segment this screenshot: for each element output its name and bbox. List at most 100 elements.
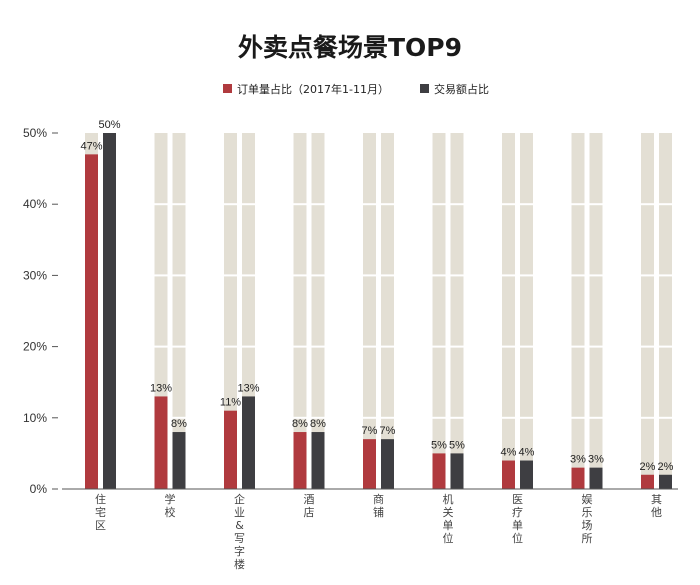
track-gridline: [641, 203, 654, 206]
data-label: 5%: [449, 439, 465, 451]
track-gridline: [363, 345, 376, 348]
data-label: 8%: [310, 418, 326, 430]
track-gridline: [450, 416, 464, 419]
track-gridline: [502, 345, 515, 348]
track-gridline: [659, 203, 672, 206]
bar-track: [450, 133, 464, 489]
track-gridline: [381, 203, 394, 206]
legend-swatch-orders: [223, 84, 232, 93]
track-gridline: [432, 274, 446, 277]
bar-track: [589, 133, 603, 489]
x-axis: 住宅区 学校 企业&写字楼 酒店 商铺 机关单位 医疗单位 娱乐场所 其他: [95, 492, 662, 571]
bar-track: [659, 133, 672, 489]
data-label: 11%: [220, 397, 241, 409]
track-gridline: [154, 345, 168, 348]
bar-orders: [293, 432, 307, 489]
track-gridline: [172, 203, 186, 206]
bar-orders: [641, 474, 654, 489]
track-gridline: [659, 416, 672, 419]
data-label: 2%: [640, 461, 656, 473]
track-gridline: [311, 345, 325, 348]
track-gridline: [363, 416, 376, 419]
bar-revenue: [450, 453, 464, 489]
track-gridline: [381, 416, 394, 419]
category-label: 其他: [651, 493, 662, 519]
data-label: 50%: [98, 119, 120, 131]
y-tick-label: 20%: [23, 340, 47, 354]
track-gridline: [589, 345, 603, 348]
bar-track: [172, 133, 186, 489]
category-label: 医疗单位: [512, 493, 523, 545]
track-gridline: [520, 416, 533, 419]
bar-orders: [224, 410, 237, 489]
data-label: 13%: [150, 382, 172, 394]
track-gridline: [432, 203, 446, 206]
track-gridline: [450, 345, 464, 348]
track-gridline: [293, 274, 307, 277]
y-tick-label: 0%: [30, 482, 48, 496]
track-gridline: [311, 274, 325, 277]
bar-revenue: [311, 432, 325, 489]
track-gridline: [381, 345, 394, 348]
legend-label-orders: 订单量占比（2017年1-11月）: [237, 82, 389, 96]
y-tick-label: 10%: [23, 411, 47, 425]
track-gridline: [450, 274, 464, 277]
category-label: 住宅区: [95, 492, 106, 532]
track-gridline: [242, 345, 255, 348]
data-label: 3%: [588, 454, 604, 466]
legend: 订单量占比（2017年1-11月） 交易额占比: [223, 82, 489, 96]
chart-title: 外卖点餐场景TOP9: [238, 33, 462, 62]
track-gridline: [242, 274, 255, 277]
bar-track: [381, 133, 394, 489]
track-gridline: [172, 416, 186, 419]
bar-revenue: [172, 432, 186, 489]
bar-orders: [154, 396, 168, 489]
bar-track: [311, 133, 325, 489]
data-label: 2%: [658, 461, 674, 473]
legend-label-revenue: 交易额占比: [434, 82, 489, 96]
category-label: 酒店: [304, 493, 315, 519]
category-label: 机关单位: [443, 492, 454, 545]
track-gridline: [224, 274, 237, 277]
bar-revenue: [103, 133, 116, 489]
y-axis: 0% 10% 20% 30% 40% 50%: [23, 126, 58, 496]
bar-orders: [363, 439, 376, 489]
data-label: 3%: [570, 454, 586, 466]
bars: [85, 133, 672, 490]
data-label: 5%: [431, 439, 447, 451]
bar-revenue: [381, 439, 394, 489]
bar-track: [571, 133, 585, 489]
bar-track: [641, 133, 654, 489]
bar-orders: [502, 460, 515, 489]
track-gridline: [293, 416, 307, 419]
track-gridline: [659, 345, 672, 348]
track-gridline: [589, 203, 603, 206]
data-label: 7%: [362, 425, 378, 437]
track-gridline: [311, 416, 325, 419]
track-gridline: [432, 345, 446, 348]
track-gridline: [641, 416, 654, 419]
track-gridline: [502, 203, 515, 206]
bar-orders: [571, 467, 585, 489]
category-label: 娱乐场所: [582, 492, 593, 545]
bar-revenue: [589, 467, 603, 489]
track-gridline: [224, 203, 237, 206]
track-gridline: [589, 416, 603, 419]
data-label: 8%: [292, 418, 308, 430]
track-gridline: [293, 203, 307, 206]
bar-revenue: [242, 396, 255, 489]
bar-track: [502, 133, 515, 489]
track-gridline: [520, 345, 533, 348]
track-gridline: [520, 203, 533, 206]
category-label: 商铺: [373, 492, 384, 519]
bar-track: [520, 133, 533, 489]
track-gridline: [224, 345, 237, 348]
track-gridline: [363, 274, 376, 277]
track-gridline: [172, 274, 186, 277]
legend-swatch-revenue: [420, 84, 429, 93]
track-gridline: [659, 274, 672, 277]
data-label: 7%: [380, 425, 396, 437]
bar-track: [293, 133, 307, 489]
